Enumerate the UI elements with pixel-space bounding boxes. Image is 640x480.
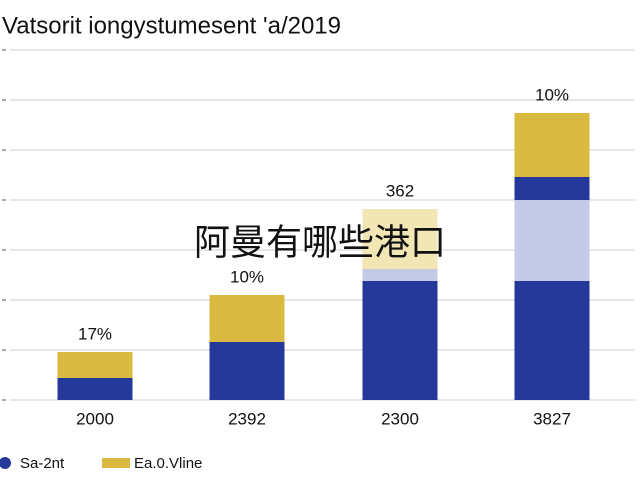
legend-swatch [0, 457, 11, 469]
bar-segment [514, 200, 590, 281]
bar-segment [57, 378, 133, 400]
bar-segment [57, 352, 133, 378]
x-tick-label: 2300 [381, 409, 419, 428]
overlay-text: 阿曼有哪些港口 [194, 222, 446, 263]
bar-segment [514, 113, 590, 177]
legend-label: Sa-2nt [20, 455, 65, 472]
x-tick-label: 3827 [533, 409, 571, 428]
x-tick-label: 2392 [228, 409, 266, 428]
bar-annotation: 362 [386, 181, 414, 200]
legend-swatch [102, 458, 130, 468]
chart-title: Vatsorit iongystumesent 'a/2019 [2, 12, 341, 39]
bar-segment [209, 295, 285, 342]
legend-label: Ea.0.Vline [134, 455, 202, 472]
x-tick-label: 2000 [76, 409, 114, 428]
bar-segment [362, 281, 438, 400]
bar-segment [209, 342, 285, 400]
bar-segment [362, 209, 438, 269]
bar-segment [514, 177, 590, 200]
bar-annotation: 10% [535, 85, 569, 104]
bar-annotation: 10% [230, 267, 264, 286]
bar-annotation: 17% [78, 324, 112, 343]
bar-segment [362, 269, 438, 281]
bar-segment [514, 281, 590, 400]
